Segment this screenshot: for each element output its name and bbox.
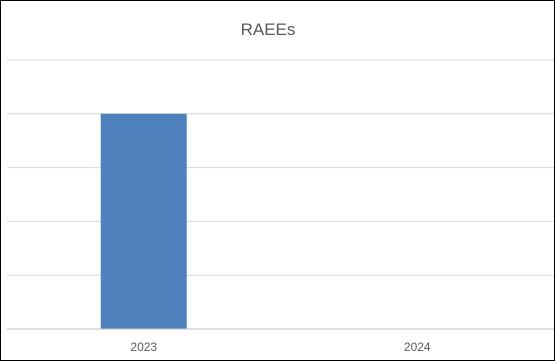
- x-tick-label-2023: 2023: [130, 340, 157, 354]
- x-tick-label-2024: 2024: [404, 340, 431, 354]
- chart-title: RAEEs: [241, 20, 296, 39]
- bars: [100, 113, 187, 329]
- gridlines: [7, 59, 554, 276]
- x-tick-labels: 2023 2024: [130, 340, 431, 354]
- bar-2023: [100, 113, 187, 329]
